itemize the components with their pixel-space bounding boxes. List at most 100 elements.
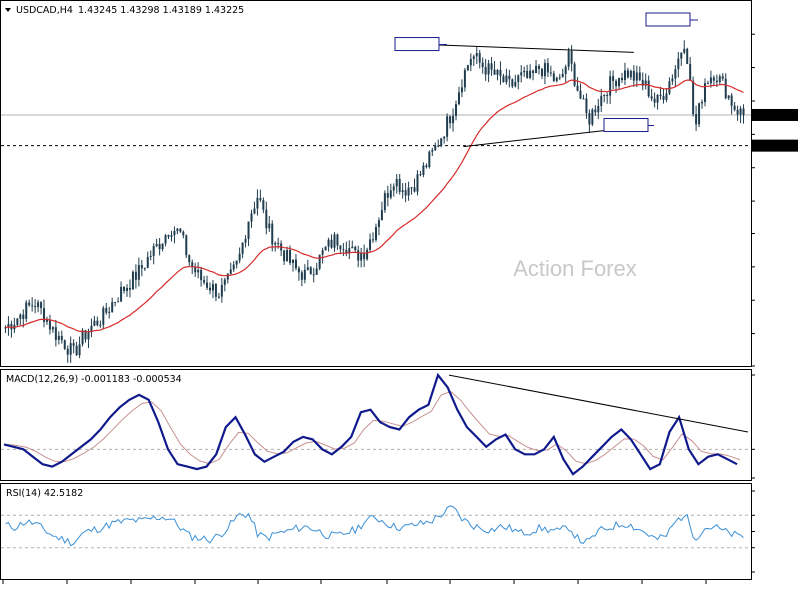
candle-body — [374, 227, 377, 240]
candle-body — [742, 108, 745, 115]
candle-body — [401, 190, 404, 192]
candle-body — [472, 56, 475, 59]
candle-body — [66, 348, 69, 355]
candle-body — [724, 78, 727, 99]
candle-body — [253, 208, 256, 214]
candle-body — [727, 95, 730, 99]
candle-body — [407, 187, 410, 196]
rsi-axis — [1, 490, 755, 573]
candle-body — [422, 165, 425, 175]
candle-body — [538, 65, 541, 69]
candle-body — [440, 138, 443, 146]
candle-body — [730, 95, 733, 106]
candle-body — [490, 63, 493, 70]
candle-body — [416, 174, 419, 192]
candle-body — [90, 325, 93, 332]
macd-line — [3, 372, 738, 476]
candle-body — [659, 94, 662, 97]
candle-body — [517, 75, 520, 82]
candle-body — [250, 213, 253, 222]
candle-body — [197, 269, 200, 273]
dropdown-triangle-icon[interactable] — [5, 8, 11, 12]
candle-body — [191, 262, 194, 267]
candle-body — [309, 267, 312, 275]
candle-body — [674, 69, 677, 79]
candle-body — [72, 343, 75, 346]
candle-body — [603, 95, 606, 97]
symbol-label: USDCAD,H4 — [16, 5, 73, 16]
candle-body — [703, 83, 706, 103]
candle-body — [552, 73, 555, 81]
candle-body — [117, 301, 120, 303]
candle-body — [167, 235, 170, 237]
candle-body — [206, 282, 209, 288]
candle-body — [481, 62, 484, 68]
candle-body — [446, 116, 449, 137]
candle-body — [620, 77, 623, 80]
candle-body — [594, 109, 597, 113]
candle-body — [342, 249, 345, 251]
candle-body — [203, 280, 206, 283]
candle-body — [211, 284, 214, 291]
candle-body — [508, 75, 511, 80]
candle-body — [235, 260, 238, 265]
candle-body — [51, 327, 54, 330]
candle-body — [629, 70, 632, 78]
candle-body — [134, 271, 137, 280]
candle-body — [398, 178, 401, 192]
candle-body — [291, 259, 294, 263]
candle-body — [540, 68, 543, 77]
candle-body — [457, 92, 460, 105]
candle-body — [173, 231, 176, 236]
candle-body — [635, 72, 638, 81]
support-price-box — [752, 139, 798, 152]
candle-body — [217, 296, 220, 298]
candle-body — [99, 324, 102, 326]
candle-body — [626, 70, 629, 78]
candle-body — [591, 109, 594, 125]
candle-body — [585, 98, 588, 114]
candle-body — [549, 72, 552, 74]
candle-body — [268, 223, 271, 229]
candle-body — [739, 108, 742, 115]
candle-body — [360, 253, 363, 261]
candle-body — [535, 65, 538, 74]
candle-body — [641, 80, 644, 86]
price-annotation-box — [394, 37, 440, 52]
candle-body — [499, 69, 502, 77]
candle-body — [615, 80, 618, 87]
candle-body — [164, 235, 167, 244]
price-panel-frame — [0, 0, 752, 367]
price-annotation-box — [603, 118, 649, 133]
candle-body — [45, 319, 48, 322]
candle-body — [22, 314, 25, 319]
candle-body — [303, 269, 306, 280]
candle-body — [161, 243, 164, 250]
candle-body — [149, 255, 152, 257]
candle-body — [671, 78, 674, 82]
candle-body — [120, 286, 123, 302]
candle-body — [31, 305, 34, 307]
candle-body — [43, 308, 46, 322]
candle-body — [493, 69, 496, 75]
candle-body — [170, 235, 173, 237]
candle-body — [57, 335, 60, 340]
candle-body — [158, 244, 161, 250]
candle-body — [220, 284, 223, 297]
price-reference-lines — [1, 108, 798, 152]
candle-body — [564, 66, 567, 74]
candle-body — [736, 109, 739, 115]
candle-body — [7, 323, 10, 328]
macd-panel-frame — [0, 369, 752, 481]
candle-body — [348, 248, 351, 254]
candle-body — [185, 235, 188, 256]
candle-body — [463, 70, 466, 88]
candle-body — [561, 73, 564, 78]
candle-body — [28, 302, 31, 306]
rsi-title: RSI(14) 42.5182 — [6, 488, 83, 499]
price-annotation-box — [645, 12, 691, 27]
candle-body — [123, 286, 126, 291]
candle-body — [695, 114, 698, 125]
candle-body — [105, 308, 108, 313]
